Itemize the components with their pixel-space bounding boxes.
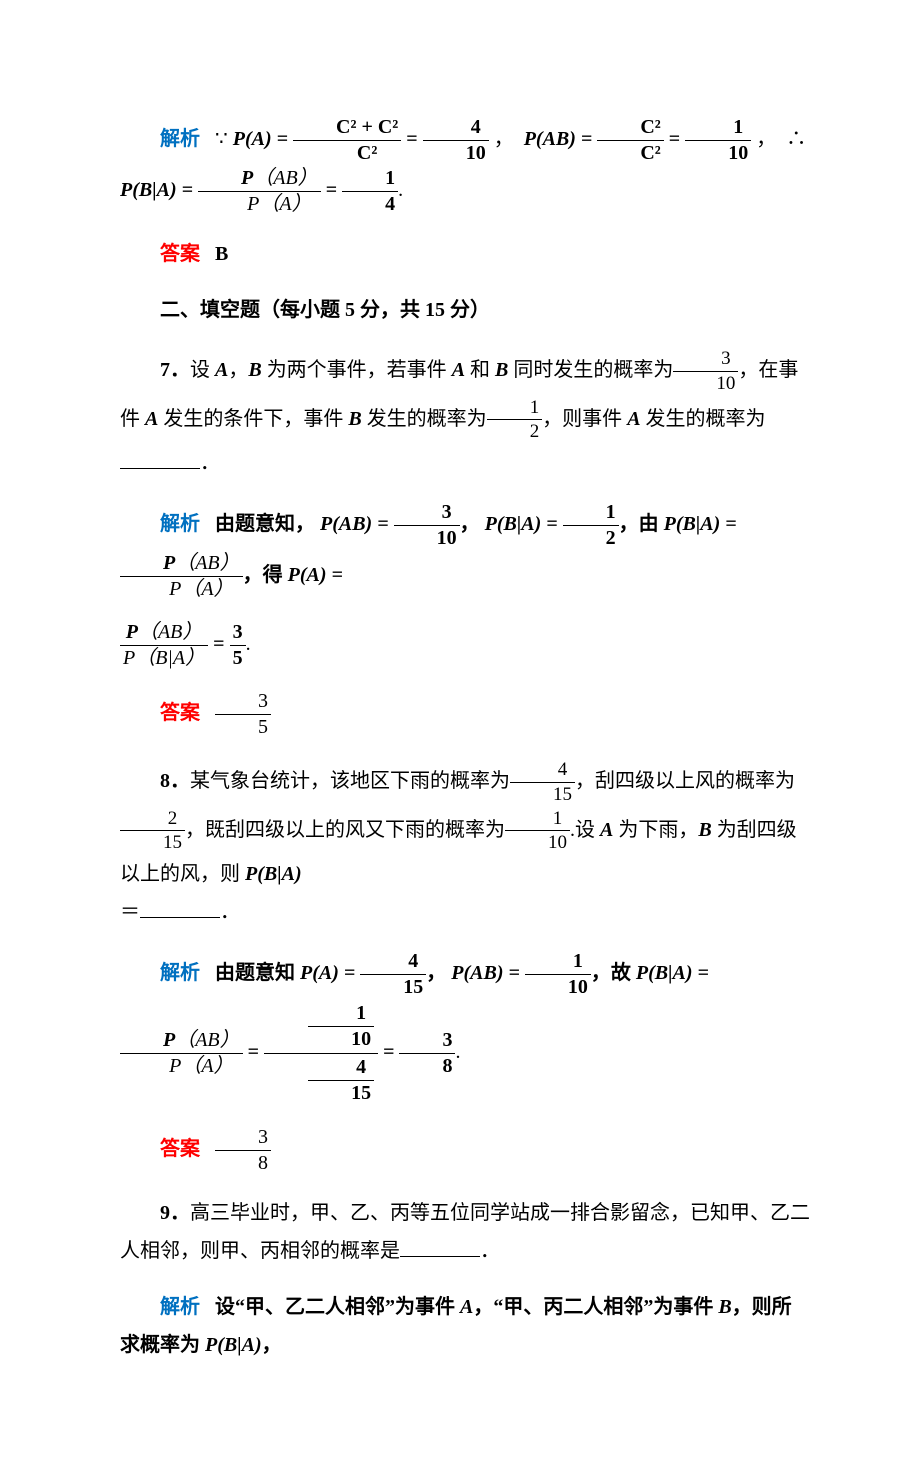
label-jiexi-8: 解析 (160, 962, 200, 984)
solution-6: 解析 ∵ P(A) = C² + C² C² = 4 10 ， P(AB) = … (120, 115, 810, 217)
frac-pab-pa-8: P（AB）P（A） (120, 1028, 243, 1079)
answer-8: 答案 38 (120, 1125, 810, 1176)
solution-9: 解析 设“甲、乙二人相邻”为事件 A，“甲、丙二人相邻”为事件 B，则所求概率为… (120, 1288, 810, 1364)
frac-c2c2-over-c2: C² + C² C² (293, 115, 401, 166)
question-8: 8．某气象台统计，该地区下雨的概率为415，刮四级以上风的概率为215，既刮四级… (120, 758, 810, 931)
frac-4-15b: 415 (360, 949, 426, 1000)
frac-c2-c2: C² C² (597, 115, 663, 166)
label-daan-8: 答案 (160, 1138, 200, 1160)
answer-7-frac: 35 (215, 689, 271, 740)
compound-frac: 110 415 (264, 1000, 378, 1107)
blank-8 (140, 898, 220, 918)
frac-3-10b: 310 (394, 500, 460, 551)
frac-pab-pba: P（AB）P（B|A） (120, 620, 208, 671)
frac-1-10: 1 10 (685, 115, 751, 166)
blank-7 (120, 449, 200, 469)
frac-1-10b: 110 (505, 807, 570, 856)
frac-2-15: 215 (120, 807, 185, 856)
label-jiexi: 解析 (160, 128, 200, 150)
expr-pab: P(AB) = (524, 128, 598, 150)
label-daan: 答案 (160, 243, 200, 265)
answer-7: 答案 35 (120, 689, 810, 740)
frac-1-2: 12 (487, 396, 543, 445)
answer-6: 答案 B (120, 235, 810, 273)
frac-4-10: 4 10 (423, 115, 489, 166)
solution-7-cont: P（AB）P（B|A） = 35. (120, 620, 810, 671)
because: ∵ (215, 128, 228, 150)
frac-1-2b: 12 (563, 500, 619, 551)
answer-value: B (215, 243, 228, 265)
section-title: 二、填空题（每小题 5 分，共 15 分） (120, 291, 810, 329)
label-jiexi-7: 解析 (160, 513, 200, 535)
frac-3-5: 35 (230, 620, 246, 671)
blank-9 (400, 1237, 480, 1257)
expr-pba: P(B|A) = (120, 179, 198, 201)
question-9: 9．高三毕业时，甲、乙、丙等五位同学站成一排合影留念，已知甲、乙二人相邻，则甲、… (120, 1194, 810, 1270)
frac-pab-pa-7: P（AB）P（A） (120, 551, 243, 602)
solution-8: 解析 由题意知 P(A) = 415， P(AB) = 110，故 P(B|A)… (120, 949, 810, 1107)
frac-1-10c: 110 (525, 949, 591, 1000)
label-jiexi-9: 解析 (160, 1296, 200, 1318)
frac-pab-pa: P（AB） P（A） (198, 166, 321, 217)
question-7: 7．设 A，B 为两个事件，若事件 A 和 B 同时发生的概率为310，在事件 … (120, 347, 810, 482)
answer-8-frac: 38 (215, 1125, 271, 1176)
expr-pa: P(A) = (233, 128, 293, 150)
frac-3-8: 38 (399, 1028, 455, 1079)
label-daan-7: 答案 (160, 702, 200, 724)
frac-1-4: 1 4 (342, 166, 398, 217)
frac-4-15: 415 (510, 758, 575, 807)
frac-3-10: 310 (673, 347, 738, 396)
solution-7: 解析 由题意知， P(AB) = 310， P(B|A) = 12，由 P(B|… (120, 500, 810, 602)
